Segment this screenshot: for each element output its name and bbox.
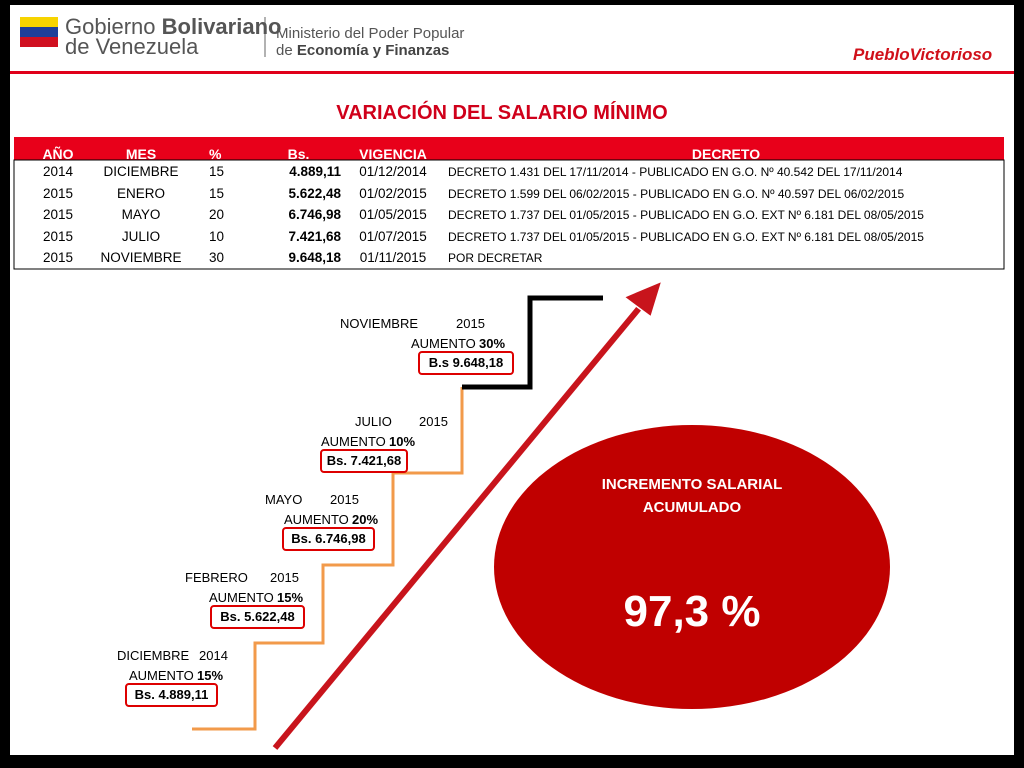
table-cell: NOVIEMBRE <box>100 250 182 265</box>
column-header: DECRETO <box>691 146 761 162</box>
step-percent: 15% <box>197 668 224 683</box>
gov-line1-bold: Bolivariano <box>161 14 282 39</box>
arrow-shaft <box>272 293 653 750</box>
step-month: FEBRERO <box>185 570 248 585</box>
gov-line2: de Venezuela <box>65 34 199 59</box>
table-cell: 15 <box>209 164 225 179</box>
step-year: 2015 <box>456 316 485 331</box>
flag-yellow <box>20 17 58 27</box>
summary-value: 97,3 % <box>623 587 761 636</box>
table-cell: 01/12/2014 <box>359 164 427 179</box>
step-percent: 15% <box>277 590 304 605</box>
table-border <box>13 159 1005 270</box>
table-cell: 4.889,11 <box>289 164 341 179</box>
table-cell: ENERO <box>116 185 165 201</box>
table-cell: 2015 <box>42 185 74 201</box>
table-cell: DECRETO 1.737 DEL 01/05/2015 - PUBLICADO… <box>448 229 924 244</box>
table-cell: 20 <box>209 207 225 222</box>
column-header: AÑO <box>42 146 74 162</box>
summary-line2: ACUMULADO <box>642 499 742 516</box>
step-amount: Bs. 6.746,98 <box>282 527 375 551</box>
table-cell: DECRETO 1.431 DEL 17/11/2014 - PUBLICADO… <box>448 165 903 179</box>
column-header: VIGENCIA <box>359 146 427 162</box>
step-percent: 10% <box>389 434 416 449</box>
step-increase: AUMENTO <box>129 668 194 683</box>
table-cell: 2015 <box>42 207 74 222</box>
table-cell: 01/02/2015 <box>359 185 427 201</box>
step-year: 2015 <box>419 414 448 429</box>
table-cell: 9.648,18 <box>288 250 341 265</box>
stairs <box>192 387 464 731</box>
table-cell: DECRETO 1.599 DEL 06/02/2015 - PUBLICADO… <box>448 186 905 201</box>
table-cell: 01/05/2015 <box>359 207 427 222</box>
table-cell: 01/11/2015 <box>359 250 427 265</box>
step-month: MAYO <box>265 492 303 507</box>
table-cell: 6.746,98 <box>288 207 341 222</box>
summary-label: INCREMENTO SALARIAL ACUMULADO <box>494 473 890 519</box>
table-cell: MAYO <box>121 207 161 222</box>
step-year: 2014 <box>199 648 228 663</box>
step-percent: 20% <box>352 512 379 527</box>
table-cell: 5.622,48 <box>288 185 341 201</box>
table-cell: 01/07/2015 <box>359 228 427 244</box>
step-percent: 30% <box>479 336 506 351</box>
step-month: NOVIEMBRE <box>340 316 419 331</box>
title: VARIACIÓN DEL SALARIO MÍNIMO <box>336 102 668 124</box>
step-amount: Bs. 7.421,68 <box>320 449 408 473</box>
step-amount: Bs. 5.622,48 <box>210 605 305 629</box>
slide: Gobierno Bolivariano de Venezuela Ministe… <box>10 5 1014 755</box>
table-cell: 2015 <box>42 250 74 265</box>
table-cell: 30 <box>209 250 225 265</box>
step-year: 2015 <box>270 570 299 585</box>
step-amount: Bs. 4.889,11 <box>125 683 218 707</box>
table-cell: 10 <box>209 228 225 244</box>
stairs-top <box>462 295 603 390</box>
flag-blue <box>20 27 58 37</box>
column-header: % <box>209 146 222 162</box>
column-header: Bs. <box>287 146 310 162</box>
table-cell: DECRETO 1.737 DEL 01/05/2015 - PUBLICADO… <box>448 208 924 222</box>
gov-line1: Gobierno <box>65 14 156 39</box>
right-logo: PuebloVictorioso <box>853 45 993 64</box>
ministry-line1: Ministerio del Poder Popular <box>276 25 465 42</box>
table-cell: DICIEMBRE <box>103 164 179 179</box>
table-cell: 15 <box>209 185 225 201</box>
header-rule <box>10 71 1014 74</box>
summary-line1: INCREMENTO SALARIAL <box>601 476 783 493</box>
flag-red <box>20 37 58 47</box>
graphics <box>10 17 1014 750</box>
summary-ellipse <box>494 425 890 709</box>
arrow-head <box>622 279 664 319</box>
table-cell: 2015 <box>42 228 74 244</box>
column-header: MES <box>125 146 157 162</box>
gov-name: Gobierno Bolivariano de Venezuela <box>65 14 282 59</box>
step-amount: B.s 9.648,18 <box>418 351 514 375</box>
step-increase: AUMENTO <box>321 434 386 449</box>
table-cell: 7.421,68 <box>288 228 341 244</box>
step-increase: AUMENTO <box>209 590 274 605</box>
ministry-line2-bold: Economía y Finanzas <box>296 42 450 59</box>
step-month: DICIEMBRE <box>117 648 190 663</box>
table-cell: 2014 <box>42 164 74 179</box>
step-year: 2015 <box>330 492 359 507</box>
table-cell: JULIO <box>121 228 161 244</box>
ministry: Ministerio del Poder Popular de Economía … <box>276 25 464 59</box>
step-increase: AUMENTO <box>284 512 349 527</box>
step-increase: AUMENTO <box>411 336 476 351</box>
step-month: JULIO <box>355 414 392 429</box>
table-cell: POR DECRETAR <box>448 251 543 265</box>
ministry-line2: de <box>276 42 293 59</box>
table-header-bg <box>14 137 1004 160</box>
